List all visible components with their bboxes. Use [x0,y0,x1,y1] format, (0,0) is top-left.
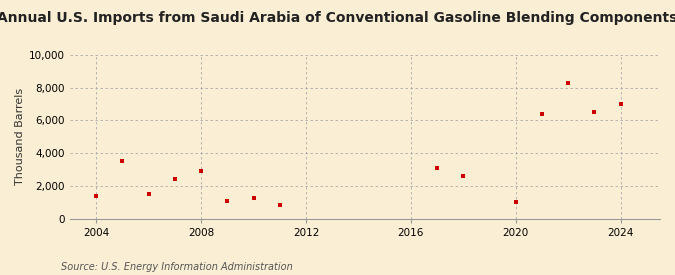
Point [458,174,468,178]
Text: Annual U.S. Imports from Saudi Arabia of Conventional Gasoline Blending Componen: Annual U.S. Imports from Saudi Arabia of… [0,11,675,25]
Text: Source: U.S. Energy Information Administration: Source: U.S. Energy Information Administ… [61,262,292,272]
Point [117,159,128,164]
Point [432,166,443,170]
Point [169,177,180,181]
Point [248,196,259,201]
Point [222,199,233,203]
Point [616,102,626,106]
Point [143,191,154,196]
Point [563,81,574,85]
Point [275,203,286,207]
Y-axis label: Thousand Barrels: Thousand Barrels [15,88,25,185]
Point [196,168,207,173]
Point [91,194,102,198]
Point [537,112,547,116]
Point [510,200,521,204]
Point [589,110,600,114]
